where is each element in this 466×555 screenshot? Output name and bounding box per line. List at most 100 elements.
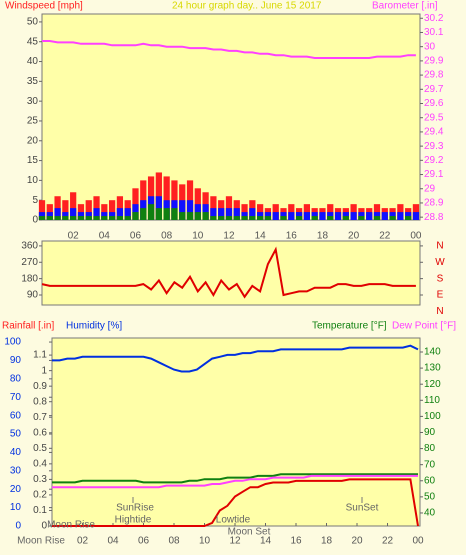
annotation: Hightide: [115, 515, 152, 526]
y-tick-label: 0.6: [33, 427, 47, 438]
y2-tick-label: N: [436, 241, 443, 252]
y2-tick-label: 30.1: [424, 27, 444, 38]
y3-tick-label: 90: [10, 355, 22, 366]
wind-bar: [225, 216, 233, 220]
wind-bar: [389, 216, 396, 220]
x-tick-label: 00: [412, 536, 424, 547]
y-tick-label: 360: [21, 241, 38, 252]
wind-bar: [46, 212, 53, 220]
wind-bar: [77, 216, 85, 220]
wind-bar: [70, 208, 77, 220]
wind-bar: [303, 212, 310, 220]
y2-tick-label: 29.8: [424, 70, 444, 81]
wind-bar: [77, 212, 85, 220]
y2-tick-label: 70: [424, 459, 436, 470]
y-tick-label: 0.5: [33, 443, 47, 454]
annotation: SunRise: [116, 503, 154, 514]
series-line: [52, 473, 418, 484]
x-tick-label: 20: [351, 536, 363, 547]
wind-bar: [116, 208, 124, 220]
y-tick-label: 0.4: [33, 458, 47, 469]
wind-bar: [38, 216, 46, 220]
y-tick-label: 20: [27, 135, 39, 146]
wind-bar: [38, 212, 46, 220]
y3-tick-label: 100: [4, 337, 21, 348]
wind-bar: [350, 212, 357, 220]
wind-bar: [93, 208, 100, 220]
x-tick-label: 02: [77, 536, 89, 547]
x-tick-label: 10: [199, 536, 211, 547]
y-tick-label: 0.3: [33, 474, 47, 485]
wind-bar: [210, 216, 217, 220]
wind-bar: [186, 200, 194, 220]
wind-bar: [233, 216, 240, 220]
wind-bar: [366, 212, 373, 220]
wind-bar: [155, 208, 162, 220]
annotation: SunSet: [346, 503, 379, 514]
wind-bar: [62, 212, 69, 220]
wind-bar: [373, 212, 381, 220]
x-tick-label: 22: [379, 231, 391, 242]
wind-bar: [257, 212, 264, 220]
y2-tick-label: S: [437, 273, 444, 284]
wind-bar: [241, 216, 248, 220]
wind-bar: [210, 208, 217, 220]
wind-bar: [46, 216, 53, 220]
y3-tick-label: 60: [10, 410, 22, 421]
wind-bar: [288, 212, 295, 220]
x-tick-label: 02: [68, 231, 80, 242]
wind-bar: [397, 212, 404, 220]
wind-bar: [241, 212, 248, 220]
wind-bar: [358, 216, 365, 220]
wind-bar: [342, 216, 349, 220]
y2-tick-label: 29.9: [424, 56, 444, 67]
x-tick-label: 16: [286, 231, 298, 242]
wind-bar: [218, 208, 225, 220]
y-tick-label: 0: [32, 215, 38, 226]
y2-tick-label: 60: [424, 475, 436, 486]
y2-tick-label: 29.4: [424, 127, 444, 138]
dewpoint-label: Dew Point [°F]: [392, 321, 456, 332]
wind-bar: [147, 204, 155, 220]
wind-bar: [327, 212, 334, 220]
y-tick-label: 40: [27, 56, 39, 67]
wind-bar: [202, 212, 209, 220]
wind-bar: [54, 216, 61, 220]
annotation: Lowtide: [216, 515, 251, 526]
wind-bar: [140, 208, 147, 220]
series-line: [52, 344, 419, 373]
wind-bar: [101, 216, 108, 220]
x-tick-label: 14: [260, 536, 272, 547]
y2-tick-label: 140: [424, 347, 441, 358]
y3-tick-label: 30: [10, 465, 22, 476]
x-tick-label: 06: [138, 536, 150, 547]
y2-tick-label: 30: [424, 41, 436, 52]
wind-bar: [295, 212, 303, 220]
wind-bar: [257, 216, 264, 220]
y-tick-label: 5: [32, 195, 38, 206]
wind-bar: [132, 212, 139, 220]
series-line: [52, 474, 418, 489]
x-tick-label: 20: [348, 231, 360, 242]
y3-tick-label: 50: [10, 429, 22, 440]
wind-bar: [233, 208, 240, 220]
series-line: [52, 478, 419, 527]
wind-bar: [101, 212, 108, 220]
y2-tick-label: 130: [424, 363, 441, 374]
y-tick-label: 10: [27, 175, 39, 186]
y-tick-label: 0.7: [33, 412, 47, 423]
series-line: [41, 246, 416, 299]
wind-bar: [163, 176, 170, 220]
wind-bar: [163, 208, 170, 220]
wind-bar: [62, 216, 69, 220]
x-tick-label: 06: [130, 231, 142, 242]
y2-tick-label: 28.8: [424, 212, 444, 223]
wind-bar: [54, 208, 61, 220]
wind-bar: [108, 200, 116, 220]
x-tick-label: 18: [321, 536, 333, 547]
windspeed-label: Windspeed [mph]: [5, 1, 83, 12]
y-tick-label: 0.2: [33, 490, 47, 501]
wind-bar: [334, 212, 342, 220]
chart-title: 24 hour graph day.. June 15 2017: [172, 1, 322, 12]
y2-tick-label: N: [436, 306, 443, 317]
